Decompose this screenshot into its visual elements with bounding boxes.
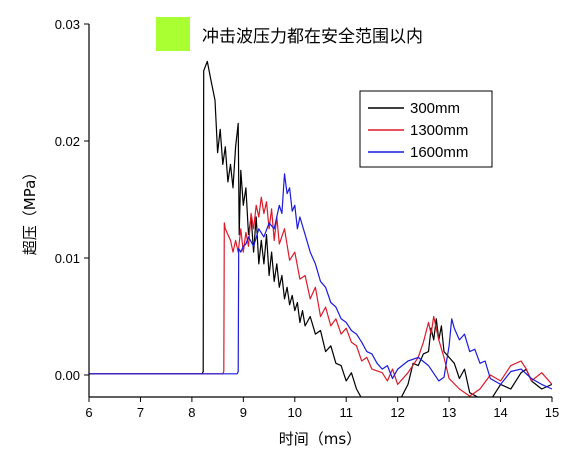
legend-box <box>359 90 493 168</box>
y-tick-label: 0.03 <box>55 17 80 32</box>
annotation-marker <box>156 17 190 51</box>
x-tick-label: 14 <box>493 405 507 420</box>
x-ticks: 6 7 8 9 10 11 12 13 14 15 <box>85 397 559 420</box>
series-layer <box>89 60 552 397</box>
series-line-1300mm <box>89 196 552 397</box>
x-tick-label: 7 <box>137 405 144 420</box>
x-tick-label: 11 <box>339 405 353 420</box>
legend: 300mm 1300mm 1600mm <box>368 100 468 161</box>
annotation-text: 冲击波压力都在安全范围以内 <box>202 27 423 47</box>
legend-label-1300mm: 1300mm <box>410 122 468 139</box>
x-tick-label: 12 <box>390 405 404 420</box>
y-tick-label: 0.02 <box>55 134 80 149</box>
legend-label-300mm: 300mm <box>410 100 460 117</box>
y-tick-label: 0.01 <box>55 251 80 266</box>
y-axis-title: 超压（MPa） <box>21 165 39 256</box>
legend-label-1600mm: 1600mm <box>410 144 468 161</box>
x-tick-label: 10 <box>288 405 302 420</box>
x-tick-label: 8 <box>188 405 195 420</box>
x-tick-label: 15 <box>545 405 559 420</box>
series-line-300mm <box>89 60 552 397</box>
x-tick-label: 13 <box>442 405 456 420</box>
x-tick-label: 6 <box>85 405 92 420</box>
y-tick-label: 0.00 <box>55 368 80 383</box>
x-tick-label: 9 <box>240 405 247 420</box>
y-ticks: 0.00 0.01 0.02 0.03 <box>55 17 89 383</box>
x-axis-title: 时间（ms） <box>279 430 361 448</box>
series-line-1600mm <box>89 173 552 390</box>
